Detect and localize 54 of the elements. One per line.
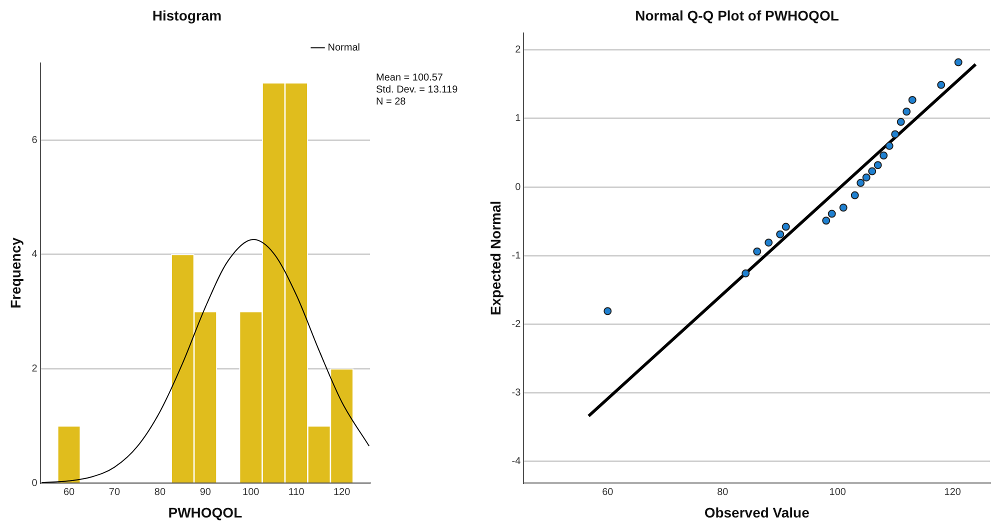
x-tick-label: 100 xyxy=(242,486,260,498)
point xyxy=(908,96,916,104)
point xyxy=(828,210,836,218)
legend-label: Normal xyxy=(328,42,360,54)
point xyxy=(850,191,859,200)
point xyxy=(822,216,830,225)
point xyxy=(776,230,784,238)
y-tick-label: -3 xyxy=(512,387,522,398)
y-tick-label: 0 xyxy=(515,182,522,193)
point xyxy=(885,142,894,150)
point xyxy=(782,222,790,231)
point xyxy=(742,269,750,278)
text: Std. Dev. = 13.119 xyxy=(376,84,458,96)
chart-title: Normal Q-Q Plot of PWHOQOL xyxy=(635,7,840,24)
x-axis-title: PWHOQOL xyxy=(168,504,243,520)
point xyxy=(753,247,762,256)
x-tick-label: 90 xyxy=(200,486,212,498)
y-tick-label: 4 xyxy=(32,249,38,260)
x-tick-label: 120 xyxy=(944,486,962,498)
point xyxy=(874,161,882,170)
y-axis-title: Frequency xyxy=(7,237,24,308)
x-tick-label: 80 xyxy=(154,486,166,498)
y-tick-label: 0 xyxy=(32,478,38,489)
point xyxy=(856,178,865,187)
point xyxy=(896,118,905,126)
point xyxy=(902,108,911,116)
point xyxy=(839,204,848,212)
y-tick-label: -1 xyxy=(512,250,522,262)
y-axis-title: Expected Normal xyxy=(487,200,504,316)
point xyxy=(954,58,962,66)
text: N = 28 xyxy=(376,96,406,108)
point xyxy=(604,307,612,316)
x-tick-label: 100 xyxy=(829,486,846,498)
x-tick-label: 120 xyxy=(333,486,351,498)
point xyxy=(764,238,773,247)
y-tick-label: -4 xyxy=(512,456,522,468)
y-tick-label: 6 xyxy=(32,134,38,146)
x-tick-label: 70 xyxy=(108,486,120,498)
point xyxy=(880,152,888,160)
y-tick-label: 1 xyxy=(515,113,522,124)
x-axis-title: Observed Value xyxy=(704,504,810,520)
chart-title: Histogram xyxy=(152,7,222,24)
y-tick-label: 2 xyxy=(32,364,38,375)
x-tick-label: 80 xyxy=(717,486,729,498)
x-tick-label: 110 xyxy=(288,486,305,498)
point xyxy=(891,130,900,138)
x-tick-label: 60 xyxy=(63,486,76,498)
y-tick-label: 2 xyxy=(515,44,522,56)
point xyxy=(868,167,876,176)
x-tick-label: 60 xyxy=(602,486,614,498)
text: Mean = 100.57 xyxy=(376,72,444,84)
point xyxy=(862,173,870,182)
point xyxy=(937,80,946,89)
y-tick-label: -2 xyxy=(512,318,522,330)
